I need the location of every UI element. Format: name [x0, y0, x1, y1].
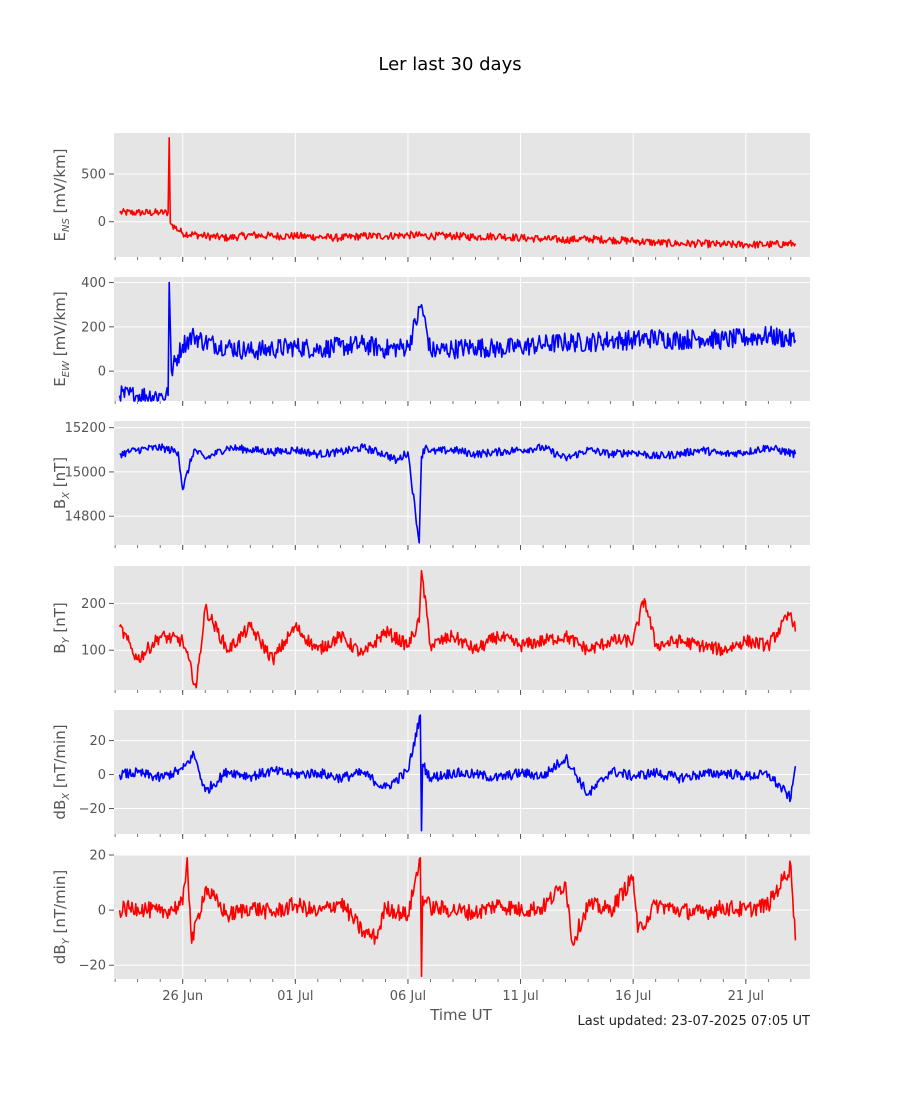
x-tick-label: 16 Jul: [615, 989, 651, 1004]
y-tick-label: 200: [81, 320, 106, 335]
series-line: [118, 856, 797, 978]
y-tick-label: 20: [89, 734, 106, 749]
series-line: [119, 443, 797, 544]
y-tick-label: 500: [81, 168, 106, 183]
y-tick-label: 15000: [65, 465, 106, 480]
last-updated-footer: Last updated: 23-07-2025 07:05 UT: [577, 1014, 810, 1029]
y-tick-label: 100: [81, 644, 106, 659]
x-tick-label: 21 Jul: [728, 989, 764, 1004]
y-axis-label: BX [nT]: [51, 457, 72, 509]
x-tick-label: 26 Jun: [162, 989, 203, 1004]
y-axis-label: EEW [mV/km]: [51, 291, 72, 386]
series-line: [119, 137, 797, 249]
y-tick-label: −20: [79, 959, 106, 974]
x-tick-label: 06 Jul: [390, 989, 426, 1004]
y-tick-label: 200: [81, 597, 106, 612]
y-tick-label: 0: [98, 904, 106, 919]
series-line: [118, 569, 797, 689]
y-tick-label: 400: [81, 276, 106, 291]
y-axis-label: dBX [nT/min]: [51, 724, 72, 819]
panel-background: [114, 277, 810, 401]
series-line: [118, 714, 797, 832]
panel-background: [114, 566, 810, 690]
series-line: [118, 281, 797, 402]
y-tick-label: −20: [79, 802, 106, 817]
panel-background: [114, 855, 810, 979]
x-tick-label: 01 Jul: [277, 989, 313, 1004]
figure-title: Ler last 30 days: [378, 54, 521, 75]
y-tick-label: 0: [98, 365, 106, 380]
panel-background: [114, 421, 810, 545]
y-tick-label: 14800: [65, 510, 106, 525]
y-tick-label: 15200: [65, 421, 106, 436]
x-axis-label: Time UT: [429, 1006, 492, 1024]
x-tick-label: 11 Jul: [502, 989, 538, 1004]
y-tick-label: 20: [89, 849, 106, 864]
y-tick-label: 0: [98, 768, 106, 783]
y-axis-label: ENS [mV/km]: [51, 148, 72, 241]
y-axis-label: BY [nT]: [51, 602, 72, 654]
y-axis-label: dBY [nT/min]: [51, 870, 72, 964]
y-tick-label: 0: [98, 215, 106, 230]
